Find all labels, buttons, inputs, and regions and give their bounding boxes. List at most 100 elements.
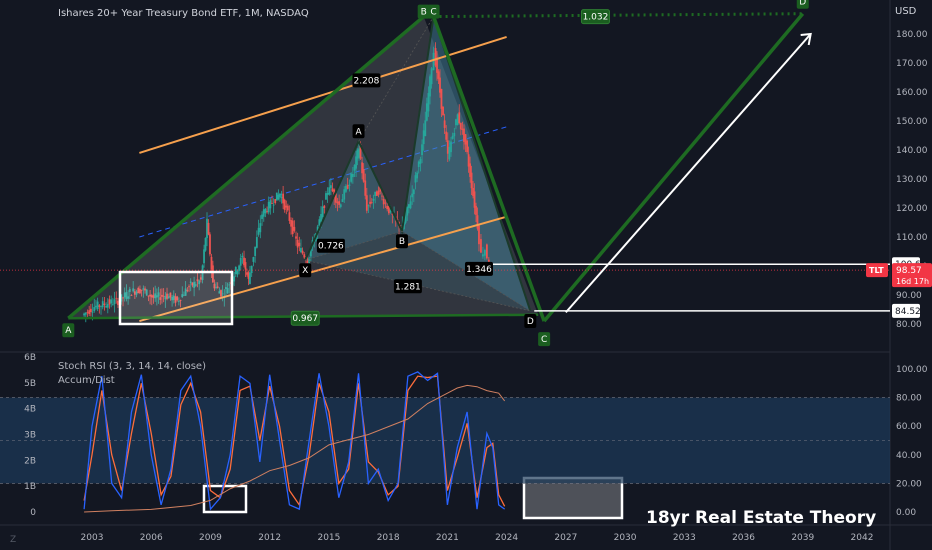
candle-body [184, 288, 187, 296]
candle-body [298, 242, 301, 246]
candle-body [348, 184, 351, 186]
candle-body [482, 254, 484, 257]
candle-body [128, 288, 131, 292]
candle-body [277, 194, 280, 200]
candle-body [443, 120, 446, 128]
candle-body [213, 283, 216, 289]
candle-body [409, 201, 412, 209]
candle-body [461, 128, 464, 130]
candle-body [259, 223, 262, 233]
candle-body [432, 52, 435, 71]
candle-body [249, 272, 251, 284]
candle-body [122, 297, 124, 299]
candle-body [343, 189, 346, 200]
candle-body [391, 213, 394, 215]
harmonic-point-label: X [302, 266, 308, 276]
candle-body [318, 219, 321, 227]
annotation-real-estate-theory: 18yr Real Estate Theory [646, 508, 877, 528]
candle-body [303, 254, 306, 258]
candle-body [252, 257, 255, 262]
candle-body [149, 294, 152, 297]
candle-body [356, 149, 359, 159]
candle-body [442, 106, 444, 116]
stoch-tick-label: 80.00 [896, 394, 922, 404]
candle-body [293, 226, 296, 231]
candle-body [439, 77, 441, 93]
candle-body [271, 202, 273, 204]
candle-body [162, 295, 165, 297]
pattern-point-c-bottom-box [538, 332, 551, 347]
candle-body [414, 175, 417, 183]
ratio-label: 1.346 [466, 265, 492, 275]
timezone-z-icon[interactable]: Z [10, 535, 17, 545]
ratio-label-box [393, 279, 422, 294]
candle-body [306, 259, 309, 264]
pattern-point-a-box [62, 323, 75, 338]
candle-body [110, 299, 113, 304]
candle-body [261, 214, 263, 219]
candle-body [301, 250, 304, 254]
candle-body [210, 256, 213, 270]
candle-body [172, 295, 175, 301]
candle-body [361, 162, 363, 174]
harmonic-xab-fill [305, 141, 402, 261]
candle-body [215, 287, 217, 288]
candle-body [246, 272, 248, 275]
pattern-leg-cd [542, 12, 805, 323]
time-tick-label: 2012 [258, 533, 281, 543]
candle-body [326, 193, 329, 195]
candle-body [451, 135, 454, 139]
candle-body [463, 128, 465, 142]
candle-body [113, 299, 116, 305]
candle-body [382, 199, 385, 205]
candle-body [239, 257, 242, 266]
candle-body [142, 288, 145, 290]
last-price-tag [892, 263, 932, 288]
candle-body [86, 312, 89, 313]
pattern-dotted-projection [433, 12, 803, 19]
accum-tick-label: 6B [24, 353, 36, 363]
candle-body [100, 306, 102, 308]
candle-body [286, 205, 289, 211]
candle-body [93, 307, 96, 312]
stoch-rsi-legend[interactable]: Stoch RSI (3, 3, 14, 14, close) [58, 361, 206, 372]
candle-body [473, 191, 476, 208]
harmonic-ac-dotted [358, 16, 434, 142]
candle-body [188, 286, 190, 288]
candle-body [238, 265, 240, 271]
candle-body [422, 130, 425, 145]
accum-tick-label: 0 [30, 508, 36, 518]
candle-body [111, 304, 114, 306]
candle-body [264, 208, 267, 214]
pattern-triangle-fill [68, 16, 539, 319]
level-price-tag [892, 303, 920, 318]
candle-body [167, 296, 170, 299]
candle-body [411, 193, 414, 198]
candle-body [367, 205, 370, 207]
candle-body [140, 289, 143, 291]
candle-body [234, 266, 237, 274]
candle-body [154, 293, 157, 299]
symbol-tag [866, 263, 888, 278]
time-tick-label: 2006 [140, 533, 163, 543]
candle-body [203, 249, 205, 264]
candle-body [236, 270, 239, 275]
candle-body [108, 299, 111, 305]
candle-body [257, 227, 260, 235]
price-tick-label: 110.00 [896, 233, 928, 243]
stoch-axis: 0.00 20.00 40.00 60.00 80.00 100.00 [896, 365, 928, 518]
candle-body [455, 119, 457, 126]
chart-title: Ishares 20+ Year Treasury Bond ETF, 1M, … [58, 8, 309, 19]
candle-body [425, 103, 428, 121]
pattern-point-b-box [417, 4, 430, 19]
time-tick-label: 2039 [791, 533, 814, 543]
candle-body [103, 303, 106, 305]
candle-body [145, 289, 148, 296]
candle-body [434, 48, 437, 66]
accum-dist-legend[interactable]: Accum/Dist [58, 375, 115, 386]
candle-body [472, 187, 474, 196]
projection-arrow-line [565, 33, 812, 314]
candle-body [355, 156, 357, 169]
time-tick-label: 2009 [199, 533, 222, 543]
